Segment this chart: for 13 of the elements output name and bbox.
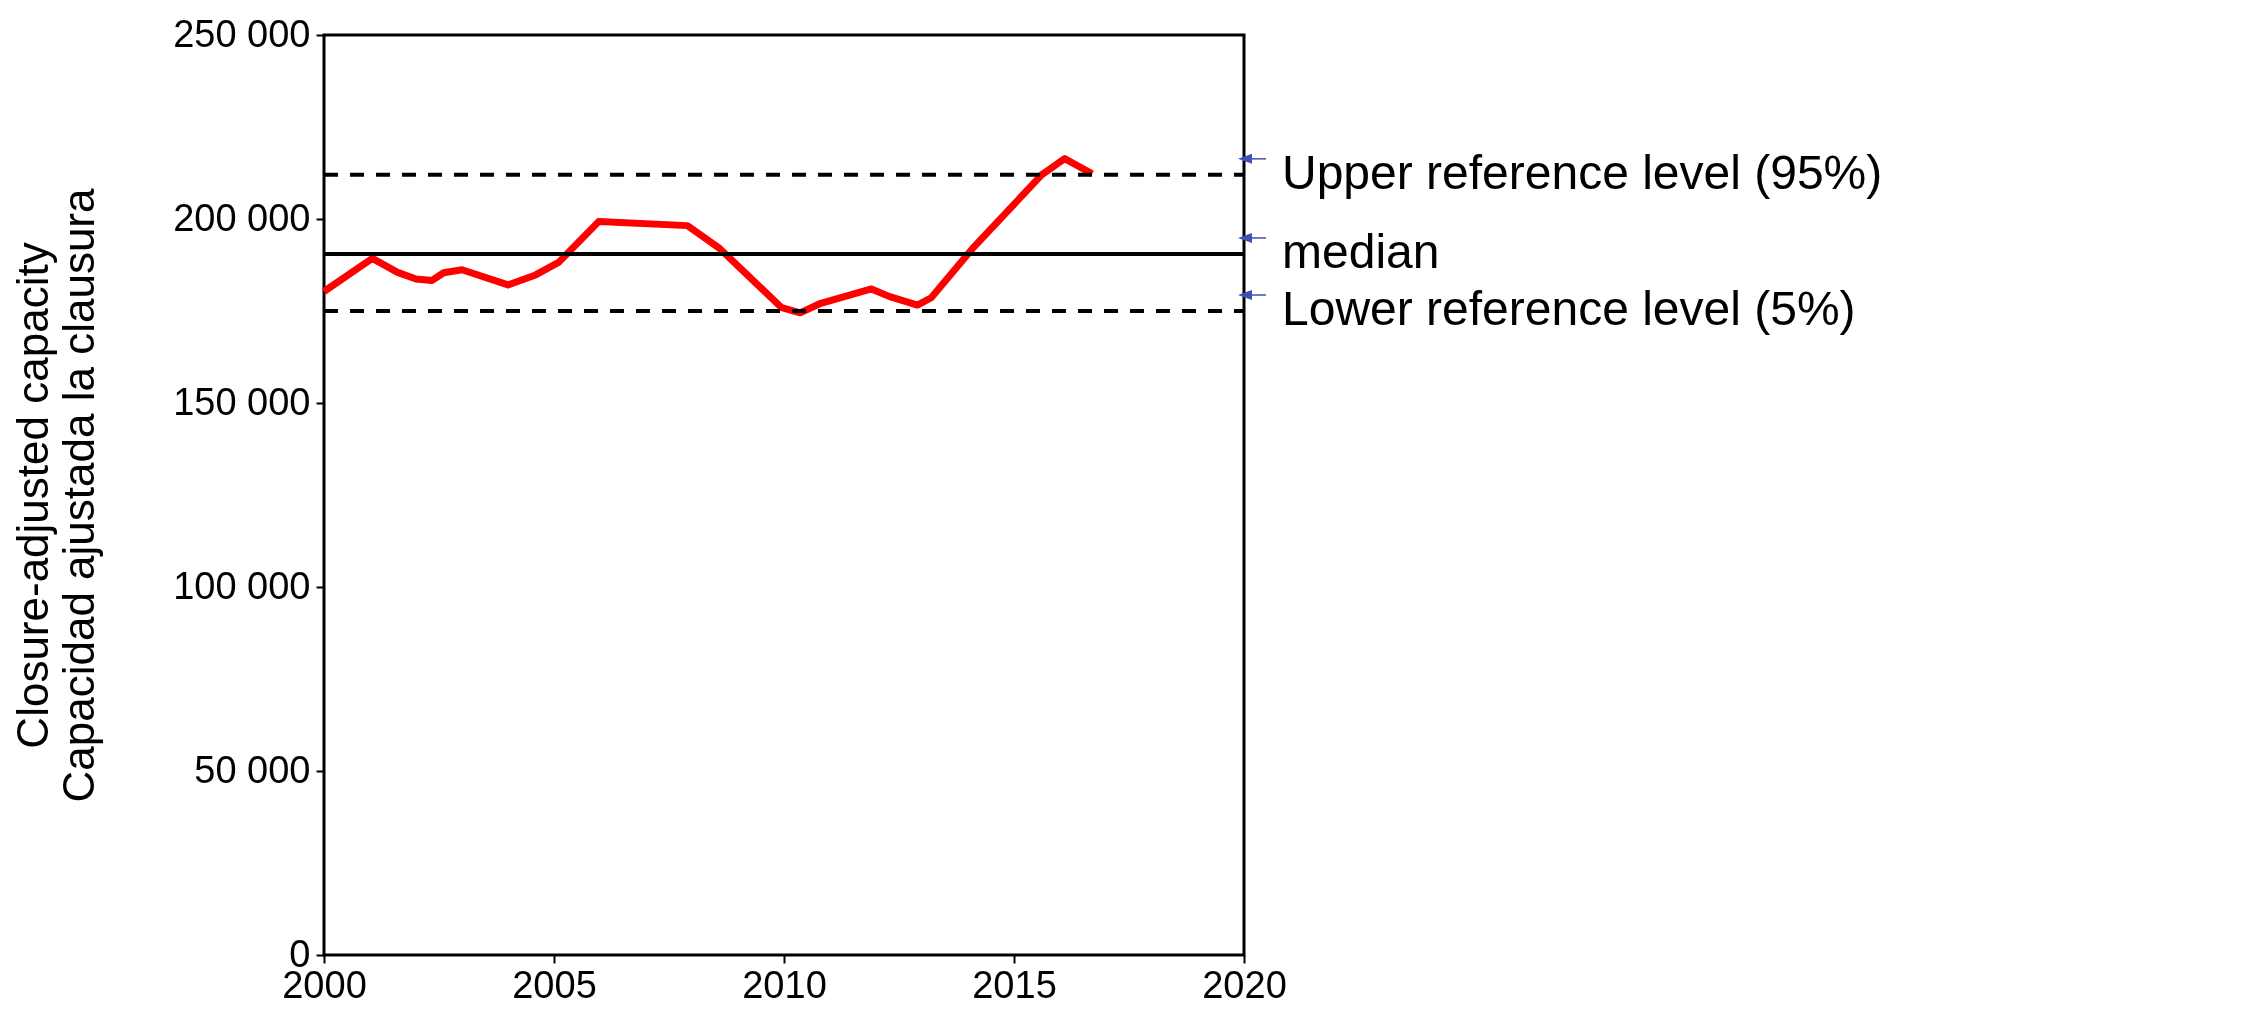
y-axis-title: Closure-adjusted capacity Capacidad ajustada la clausura (8, 188, 104, 803)
y-tick-label: 150 000 (173, 380, 311, 423)
y-tick-label: 50 000 (194, 748, 311, 791)
ref-line-label: Lower reference level (5%) (1282, 282, 1856, 335)
x-tick-label: 2020 (1202, 963, 1287, 1006)
y-tick-label: 250 000 (173, 12, 311, 55)
ref-line-label: median (1282, 224, 1440, 278)
ref-line-label: Upper reference level (95%) (1282, 145, 1883, 199)
y-tick-label: 100 000 (173, 564, 311, 607)
x-tick-label: 2010 (742, 963, 827, 1006)
x-tick-label: 2005 (512, 963, 597, 1006)
y-tick-label: 200 000 (173, 196, 311, 239)
x-tick-label: 2015 (972, 963, 1057, 1006)
